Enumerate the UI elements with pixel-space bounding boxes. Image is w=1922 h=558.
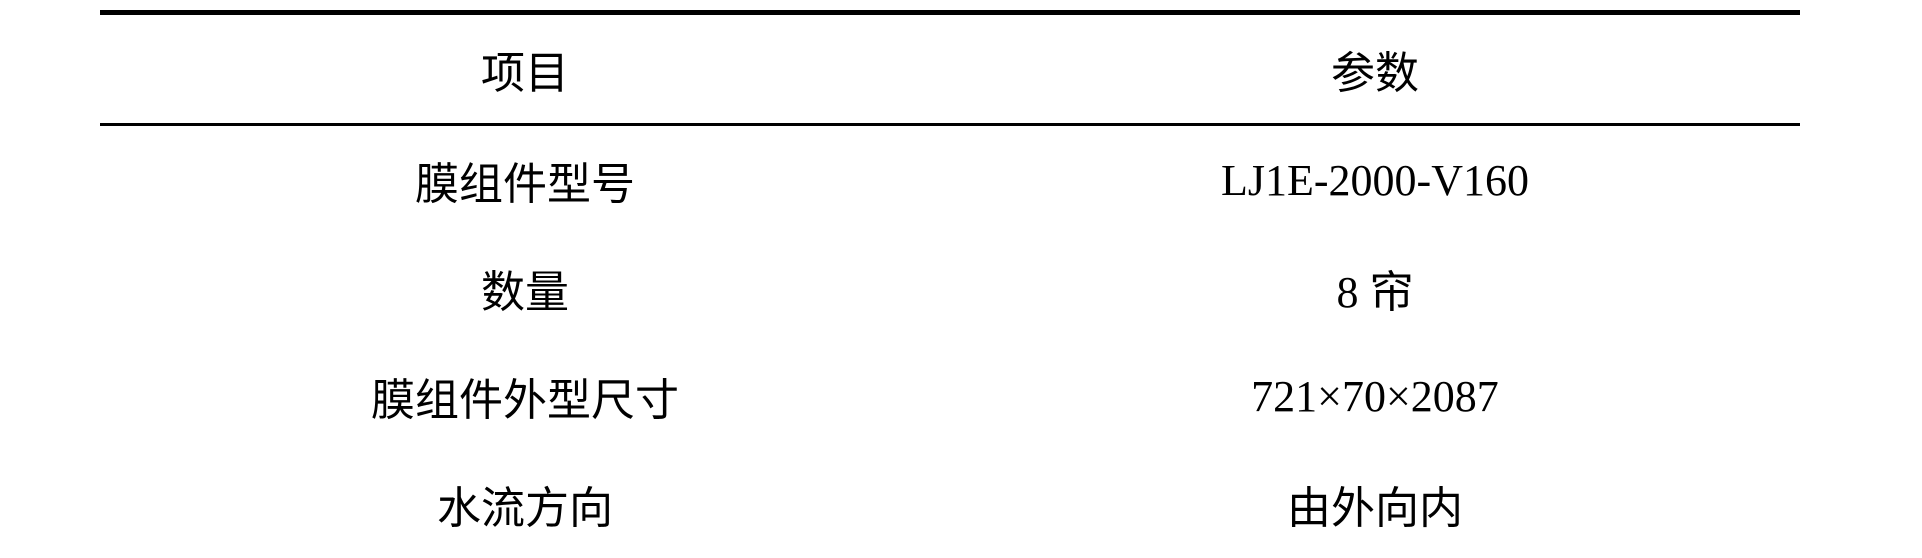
cell-value: 721×70×2087 <box>950 342 1800 450</box>
cell-value: 8 帘 <box>950 234 1800 342</box>
table-row: 膜组件外型尺寸 721×70×2087 <box>100 342 1800 450</box>
table-header-row: 项目 参数 <box>100 13 1800 125</box>
table-container: 项目 参数 膜组件型号 LJ1E-2000-V160 数量 8 帘 膜组件外型尺… <box>0 10 1922 532</box>
cell-item: 膜组件型号 <box>100 125 950 235</box>
header-item: 项目 <box>100 13 950 125</box>
cell-item: 膜组件外型尺寸 <box>100 342 950 450</box>
cell-value: LJ1E-2000-V160 <box>950 125 1800 235</box>
spec-table: 项目 参数 膜组件型号 LJ1E-2000-V160 数量 8 帘 膜组件外型尺… <box>100 10 1800 558</box>
cell-item: 水流方向 <box>100 450 950 558</box>
table-row: 水流方向 由外向内 <box>100 450 1800 558</box>
cell-value: 由外向内 <box>950 450 1800 558</box>
cell-item: 数量 <box>100 234 950 342</box>
header-param: 参数 <box>950 13 1800 125</box>
table-row: 数量 8 帘 <box>100 234 1800 342</box>
table-row: 膜组件型号 LJ1E-2000-V160 <box>100 125 1800 235</box>
